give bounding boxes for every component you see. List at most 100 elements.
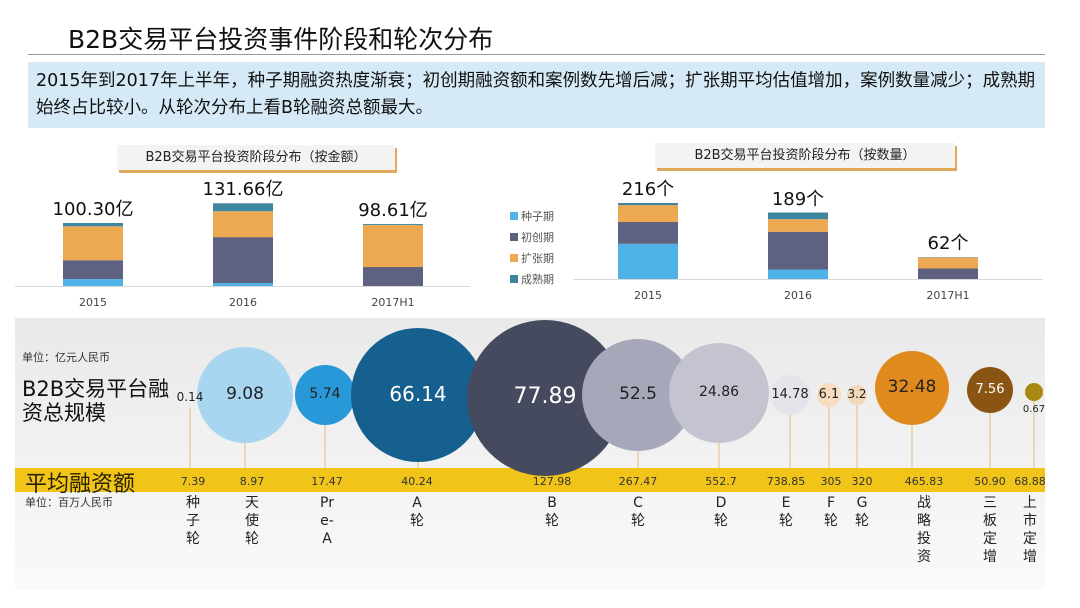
avg-value: 7.39 [180,475,206,488]
bar-segment [618,222,678,244]
bubble [467,320,623,476]
bubble-value: 32.48 [887,376,937,397]
summary-box: 2015年到2017年上半年，种子期融资热度渐衰；初创期融资额和案例数先增后减；… [28,62,1045,128]
legend-label: 初创期 [521,230,554,244]
amount-chart-baseline [15,286,470,287]
bubble [770,375,810,415]
bubble [817,383,841,407]
bar-segment [768,231,828,270]
legend-swatch [510,211,518,220]
x-tick-label: 2015 [634,289,662,302]
bar-total-label: 98.61亿 [358,200,428,222]
bubble [295,365,355,425]
bubble [351,328,485,462]
avg-title: 平均融资额 [25,472,136,497]
round-label: 上市定增 [1023,495,1037,565]
avg-value: 40.24 [401,475,433,488]
bubble-value: 5.74 [309,385,341,402]
bar-segment [63,260,123,280]
round-label: A轮 [410,495,424,529]
round-label: 种子轮 [186,495,200,547]
bar-segment [618,205,678,222]
bubble [1025,383,1043,401]
bar-segment [213,237,273,283]
title-divider [28,54,1045,55]
bar-total-label: 216个 [621,179,675,200]
count-chart-title: B2B交易平台投资阶段分布（按数量） [655,143,955,168]
bar-segment [63,223,123,227]
bar-segment [213,211,273,238]
count-chart-baseline [573,279,1043,280]
avg-value: 305 [820,475,842,488]
round-label: F轮 [824,495,838,529]
bubble [967,367,1013,413]
legend-item: 种子期 [510,205,554,226]
bubble-value: 6.1 [818,386,840,402]
round-label: 天使轮 [245,495,259,547]
legend-item: 扩张期 [510,247,554,268]
avg-value: 267.47 [618,475,658,488]
legend-label: 成熟期 [521,272,554,286]
legend-swatch [510,253,518,262]
x-tick-label: 2016 [229,296,257,309]
avg-value: 68.88 [1014,475,1046,488]
legend-label: 种子期 [521,209,554,223]
legend-swatch [510,232,518,241]
bar-segment [213,203,273,212]
bar-segment [63,279,123,286]
bubble-value: 66.14 [389,382,447,406]
avg-value: 50.90 [974,475,1006,488]
bar-total-label: 100.30亿 [52,199,134,220]
bar-total-label: 189个 [771,188,825,210]
bar-segment [768,269,828,279]
bubble-value: 14.78 [771,386,809,402]
round-label: E轮 [779,495,793,529]
avg-value: 738.85 [766,475,806,488]
round-label: D轮 [714,495,728,529]
legend-label: 扩张期 [521,251,554,265]
bubble-value: 52.5 [619,383,657,404]
avg-value: 552.7 [705,475,737,488]
bar-segment [363,224,423,226]
round-label: B轮 [545,495,559,529]
bubble-value: 0.67 [1022,404,1046,415]
bar-segment [918,257,978,269]
bar-segment [363,225,423,268]
total-title: B2B交易平台融资总规模 [22,377,170,425]
bubble-value: 3.2 [847,387,867,402]
avg-value: 127.98 [532,475,572,488]
page-title: B2B交易平台投资事件阶段和轮次分布 [68,25,494,54]
amount-chart-title: B2B交易平台投资阶段分布（按金额） [117,145,395,170]
round-label: C轮 [631,495,645,529]
legend-swatch [510,274,518,283]
bar-segment [618,203,678,206]
bubble-value: 24.86 [698,383,740,400]
x-tick-label: 2017H1 [926,289,970,302]
bar-segment [363,267,423,286]
legend-item: 初创期 [510,226,554,247]
bubble [875,351,949,425]
bubble [669,343,769,443]
avg-value: 8.97 [239,475,265,488]
bubble-value: 9.08 [226,383,264,404]
avg-value: 17.47 [311,475,343,488]
x-tick-label: 2016 [784,289,812,302]
round-label: Pre-A [320,495,334,547]
legend-item: 成熟期 [510,268,554,289]
bar-total-label: 62个 [927,233,969,255]
round-label: 战略投资 [917,495,931,565]
round-label: G轮 [855,495,869,529]
x-tick-label: 2017H1 [371,296,415,309]
bar-segment [618,243,678,279]
avg-value: 465.83 [904,475,944,488]
bubble-value: 0.14 [176,390,204,405]
round-label: 三板定增 [983,495,997,565]
bar-segment [63,226,123,261]
bar-segment [768,212,828,220]
legend: 种子期初创期扩张期成熟期 [510,205,554,289]
bubble [197,347,293,443]
bar-segment [768,219,828,232]
avg-value: 320 [851,475,873,488]
total-unit: 单位：亿元人民币 [22,351,110,364]
